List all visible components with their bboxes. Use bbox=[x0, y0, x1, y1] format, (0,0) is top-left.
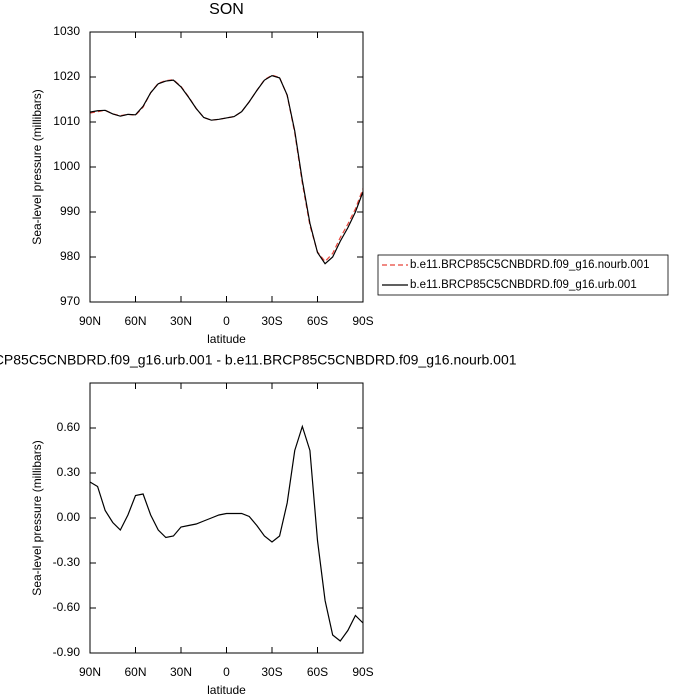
y-tick-label: 1020 bbox=[53, 69, 80, 83]
x-tick-label: 30S bbox=[261, 314, 282, 328]
plot-frame bbox=[89, 382, 364, 654]
x-tick-label: 60S bbox=[307, 314, 328, 328]
x-tick-label: 90S bbox=[352, 314, 373, 328]
data-line bbox=[89, 75, 364, 265]
y-axis-label: Sea-level pressure (millibars) bbox=[30, 440, 44, 595]
x-tick-label: 60N bbox=[124, 665, 146, 679]
legend-label: b.e11.BRCP85C5CNBDRD.f09_g16.urb.001 bbox=[410, 279, 637, 291]
x-tick-label: 60S bbox=[307, 665, 328, 679]
y-axis-label: Sea-level pressure (millibars) bbox=[30, 89, 44, 244]
y-tick-label: 990 bbox=[60, 204, 80, 218]
y-tick-label: 1010 bbox=[53, 114, 80, 128]
legend-box bbox=[377, 254, 669, 296]
x-tick-label: 0 bbox=[223, 665, 230, 679]
x-tick-label: 30N bbox=[170, 665, 192, 679]
y-tick-label: -0.60 bbox=[53, 600, 81, 614]
x-tick-label: 0 bbox=[223, 314, 230, 328]
x-axis-label: latitude bbox=[207, 332, 246, 346]
chart-title: b.e11.BRCP85C5CNBDRD.f09_g16.urb.001 - b… bbox=[0, 352, 517, 368]
y-tick-label: 0.60 bbox=[57, 420, 81, 434]
data-line bbox=[89, 74, 364, 263]
y-tick-label: 980 bbox=[60, 249, 80, 263]
x-tick-label: 60N bbox=[124, 314, 146, 328]
y-tick-label: -0.30 bbox=[53, 555, 81, 569]
x-tick-label: 90N bbox=[79, 314, 101, 328]
x-tick-label: 90S bbox=[352, 665, 373, 679]
y-tick-label: 1030 bbox=[53, 24, 80, 38]
x-tick-label: 30N bbox=[170, 314, 192, 328]
y-tick-label: 0.00 bbox=[57, 510, 81, 524]
plot-frame bbox=[89, 31, 364, 303]
chart-title: SON bbox=[209, 1, 244, 18]
y-tick-label: 1000 bbox=[53, 159, 80, 173]
y-tick-label: 0.30 bbox=[57, 465, 81, 479]
y-tick-label: -0.90 bbox=[53, 645, 81, 659]
x-tick-label: 90N bbox=[79, 665, 101, 679]
data-line bbox=[89, 424, 364, 642]
y-tick-label: 970 bbox=[60, 294, 80, 308]
x-tick-label: 30S bbox=[261, 665, 282, 679]
x-axis-label: latitude bbox=[207, 683, 246, 697]
legend-label: b.e11.BRCP85C5CNBDRD.f09_g16.nourb.001 bbox=[410, 259, 650, 271]
